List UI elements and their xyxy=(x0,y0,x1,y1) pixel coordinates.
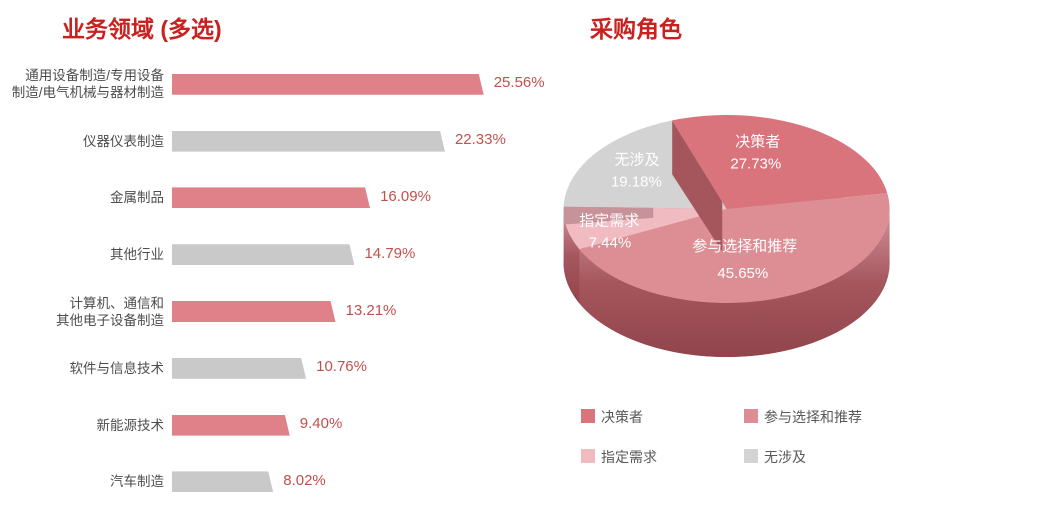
svg-text:7.44%: 7.44% xyxy=(589,234,632,251)
svg-text:指定需求: 指定需求 xyxy=(579,213,639,230)
svg-text:27.73%: 27.73% xyxy=(730,155,781,172)
svg-text:参与选择和推荐: 参与选择和推荐 xyxy=(692,238,797,255)
svg-text:19.18%: 19.18% xyxy=(611,173,662,190)
svg-text:无涉及: 无涉及 xyxy=(614,152,659,169)
svg-text:45.65%: 45.65% xyxy=(717,265,768,282)
svg-text:决策者: 决策者 xyxy=(735,133,780,150)
